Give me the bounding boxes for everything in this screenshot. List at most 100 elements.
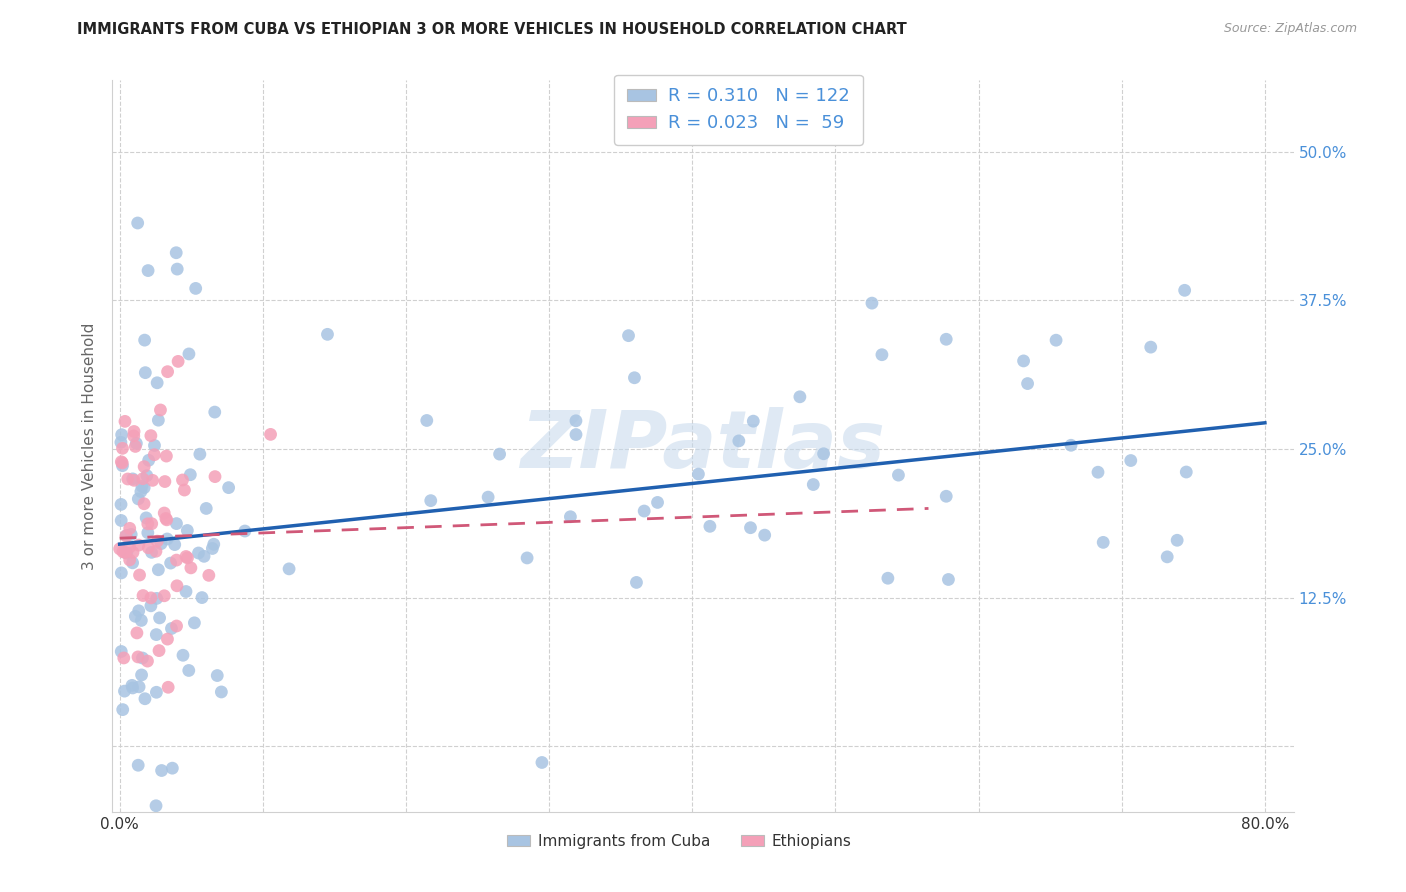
Point <box>187 546 209 560</box>
Point <box>565 414 588 428</box>
Point <box>167 354 190 368</box>
Point <box>174 549 197 564</box>
Point <box>195 501 218 516</box>
Point <box>138 453 160 467</box>
Point <box>141 516 163 531</box>
Point <box>173 483 195 497</box>
Point <box>108 541 131 556</box>
Point <box>136 516 159 531</box>
Point <box>112 651 135 665</box>
Point <box>1175 465 1198 479</box>
Point <box>633 504 655 518</box>
Point <box>516 550 538 565</box>
Point <box>131 479 153 493</box>
Point <box>153 475 176 489</box>
Point <box>201 541 224 556</box>
Point <box>259 427 281 442</box>
Point <box>1166 533 1188 548</box>
Point <box>174 584 197 599</box>
Point <box>1017 376 1039 391</box>
Point <box>118 521 141 535</box>
Point <box>111 456 134 470</box>
Point <box>131 668 153 682</box>
Point <box>127 491 149 506</box>
Point <box>699 519 721 533</box>
Point <box>127 649 149 664</box>
Point <box>111 427 134 442</box>
Point <box>204 405 226 419</box>
Point <box>128 568 150 582</box>
Point <box>132 497 155 511</box>
Point <box>122 473 145 487</box>
Point <box>124 609 146 624</box>
Point <box>754 528 776 542</box>
Point <box>139 599 162 613</box>
Point <box>145 627 167 641</box>
Point <box>160 622 183 636</box>
Point <box>149 403 172 417</box>
Point <box>134 481 156 495</box>
Point <box>166 516 188 531</box>
Point <box>132 472 155 486</box>
Point <box>727 434 749 448</box>
Point <box>1174 283 1197 297</box>
Text: Source: ZipAtlas.com: Source: ZipAtlas.com <box>1223 22 1357 36</box>
Point <box>143 438 166 452</box>
Point <box>176 550 198 565</box>
Point <box>117 472 139 486</box>
Point <box>142 474 165 488</box>
Point <box>935 489 957 503</box>
Point <box>153 589 176 603</box>
Point <box>148 563 170 577</box>
Point <box>179 467 201 482</box>
Point <box>477 490 499 504</box>
Point <box>157 680 180 694</box>
Point <box>565 427 588 442</box>
Point <box>938 573 960 587</box>
Point <box>184 281 207 295</box>
Point <box>153 506 176 520</box>
Point <box>127 758 149 772</box>
Y-axis label: 3 or more Vehicles in Household: 3 or more Vehicles in Household <box>82 322 97 570</box>
Point <box>143 448 166 462</box>
Point <box>134 459 156 474</box>
Point <box>183 615 205 630</box>
Point <box>218 481 240 495</box>
Point <box>177 347 200 361</box>
Point <box>124 439 146 453</box>
Point <box>155 511 177 525</box>
Point <box>177 664 200 678</box>
Point <box>121 678 143 692</box>
Point <box>125 436 148 450</box>
Point <box>801 477 824 491</box>
Point <box>202 537 225 551</box>
Point <box>149 611 172 625</box>
Point <box>789 390 811 404</box>
Point <box>278 562 301 576</box>
Point <box>1012 354 1035 368</box>
Point <box>1045 333 1067 347</box>
Legend: Immigrants from Cuba, Ethiopians: Immigrants from Cuba, Ethiopians <box>502 828 858 855</box>
Point <box>204 469 226 483</box>
Point <box>111 545 134 559</box>
Point <box>111 458 134 473</box>
Point <box>146 534 169 549</box>
Point <box>176 524 198 538</box>
Point <box>156 532 179 546</box>
Point <box>150 536 173 550</box>
Point <box>122 545 145 559</box>
Point <box>1156 549 1178 564</box>
Point <box>111 703 134 717</box>
Point <box>128 604 150 618</box>
Point <box>876 571 898 585</box>
Point <box>134 366 156 380</box>
Point <box>115 529 138 543</box>
Point <box>155 449 177 463</box>
Point <box>742 414 765 428</box>
Point <box>139 591 162 605</box>
Point <box>193 549 215 564</box>
Point <box>110 514 132 528</box>
Point <box>1119 453 1142 467</box>
Point <box>156 365 179 379</box>
Point <box>145 591 167 606</box>
